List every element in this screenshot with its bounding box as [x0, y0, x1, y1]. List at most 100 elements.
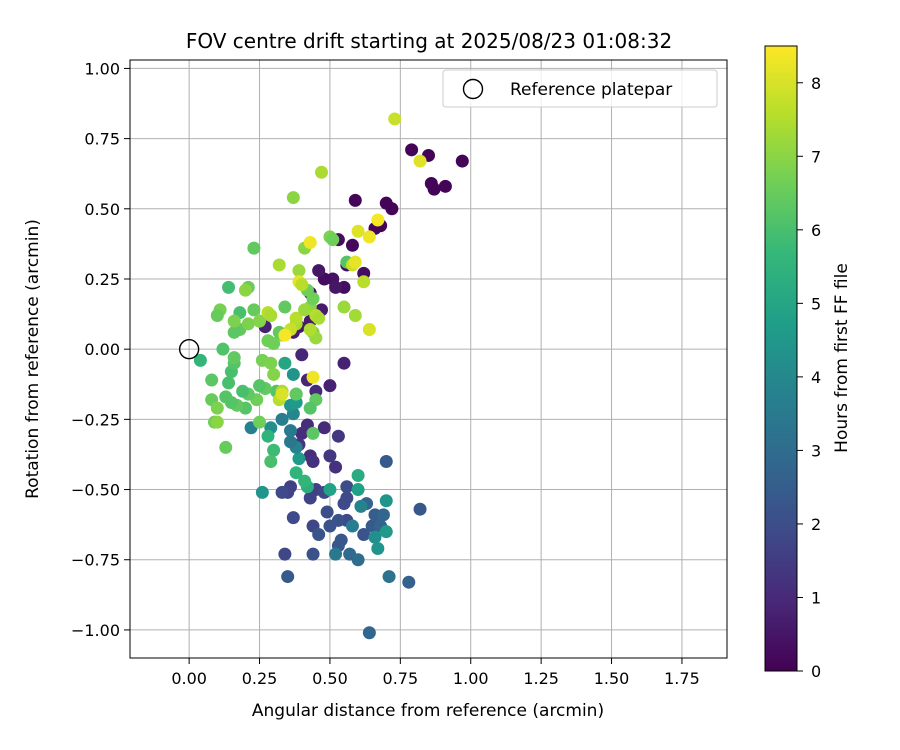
y-axis: −1.00 −0.75 −0.50 −0.25 0.00 0.25 0.50 0.75 1.00 — [71, 59, 130, 640]
data-point — [284, 424, 298, 438]
x-tick-label: 0.75 — [383, 669, 419, 688]
colorbar-tick-label: 2 — [811, 515, 821, 534]
data-point — [253, 314, 267, 328]
y-axis-label: Rotation from reference (arcmin) — [23, 219, 43, 499]
x-tick-label: 0.50 — [312, 669, 348, 688]
data-point — [227, 314, 241, 328]
data-point — [354, 499, 368, 513]
data-point — [275, 485, 289, 499]
data-point — [286, 367, 300, 381]
data-point — [424, 177, 438, 191]
data-point — [337, 300, 351, 314]
data-point — [278, 547, 292, 561]
data-point — [329, 280, 343, 294]
data-point — [295, 348, 309, 362]
colorbar-tick-label: 8 — [811, 74, 821, 93]
data-point — [253, 379, 267, 393]
data-point — [219, 390, 233, 404]
data-point — [323, 449, 337, 463]
data-point — [331, 429, 345, 443]
data-point — [255, 485, 269, 499]
y-tick-label: −0.25 — [71, 410, 120, 429]
colorbar-tick-label: 5 — [811, 294, 821, 313]
data-point — [227, 325, 241, 339]
data-point — [326, 233, 340, 247]
x-tick-label: 1.50 — [594, 669, 630, 688]
data-point — [236, 384, 250, 398]
x-tick-label: 0.00 — [171, 669, 207, 688]
x-axis: 0.00 0.25 0.50 0.75 1.00 1.25 1.50 1.75 — [171, 658, 700, 688]
data-point — [351, 224, 365, 238]
data-point — [205, 373, 219, 387]
data-point — [275, 412, 289, 426]
data-point — [210, 415, 224, 429]
data-point — [455, 154, 469, 168]
x-tick-label: 1.25 — [523, 669, 559, 688]
y-tick-label: −0.50 — [71, 481, 120, 500]
data-point — [298, 474, 312, 488]
colorbar-label: Hours from first FF file — [832, 263, 852, 453]
data-point — [312, 311, 326, 325]
data-point — [348, 255, 362, 269]
data-point — [351, 469, 365, 483]
colorbar-tick-label: 1 — [811, 588, 821, 607]
data-point — [210, 401, 224, 415]
data-point — [193, 353, 207, 367]
y-tick-label: 0.75 — [84, 130, 120, 149]
data-point — [402, 575, 416, 589]
data-point — [289, 466, 303, 480]
y-tick-label: 0.00 — [84, 340, 120, 359]
data-point — [317, 421, 331, 435]
data-point — [267, 367, 281, 381]
data-point — [351, 553, 365, 567]
data-point — [216, 342, 230, 356]
data-point — [306, 454, 320, 468]
data-point — [261, 429, 275, 443]
data-point — [267, 337, 281, 351]
data-point — [312, 264, 326, 278]
data-point — [379, 196, 393, 210]
data-point — [340, 480, 354, 494]
data-point — [303, 401, 317, 415]
colorbar-tick-label: 7 — [811, 147, 821, 166]
y-tick-label: 1.00 — [84, 59, 120, 78]
data-point — [278, 300, 292, 314]
data-point — [222, 376, 236, 390]
data-point — [292, 452, 306, 466]
scatter-points — [193, 112, 469, 640]
colorbar-tick-label: 6 — [811, 221, 821, 240]
data-point — [357, 275, 371, 289]
legend-box — [442, 69, 718, 108]
grid — [130, 60, 727, 658]
data-point — [329, 547, 343, 561]
data-point — [264, 454, 278, 468]
data-point — [413, 154, 427, 168]
data-point — [241, 317, 255, 331]
data-point — [306, 547, 320, 561]
data-point — [323, 379, 337, 393]
data-point — [345, 519, 359, 533]
data-point — [264, 308, 278, 322]
data-point — [284, 435, 298, 449]
y-tick-label: −0.75 — [71, 551, 120, 570]
data-point — [289, 311, 303, 325]
data-point — [278, 356, 292, 370]
y-tick-label: −1.00 — [71, 621, 120, 640]
data-point — [253, 415, 267, 429]
data-point — [362, 323, 376, 337]
data-point — [306, 292, 320, 306]
data-point — [348, 193, 362, 207]
plot-area — [129, 59, 728, 659]
x-axis-label: Angular distance from reference (arcmin) — [252, 701, 604, 721]
data-point — [329, 460, 343, 474]
data-point — [306, 370, 320, 384]
data-point — [357, 527, 371, 541]
colorbar-gradient — [764, 45, 798, 672]
data-point — [281, 570, 295, 584]
colorbar-tick-label: 3 — [811, 441, 821, 460]
data-point — [303, 491, 317, 505]
colorbar: 0 1 2 3 4 5 6 7 8 Hours from first FF file — [764, 45, 852, 681]
data-point — [379, 454, 393, 468]
data-point — [312, 527, 326, 541]
data-point — [340, 491, 354, 505]
